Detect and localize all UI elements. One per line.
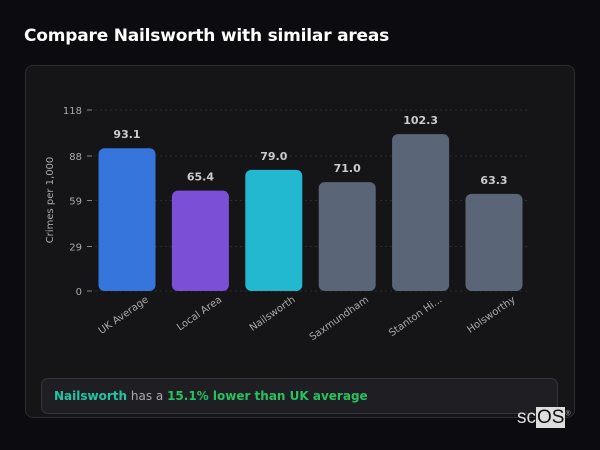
x-tick-label: Saxmundham (308, 294, 371, 343)
y-tick-label: 118 (63, 106, 82, 117)
data-label: 71.0 (334, 162, 361, 175)
bar (318, 182, 376, 291)
y-tick-label: 59 (69, 197, 82, 208)
y-axis-label: Crimes per 1,000 (45, 157, 56, 244)
x-tick-label: UK Average (97, 294, 151, 336)
callout-text: has a (127, 389, 168, 403)
area-name: Nailsworth (54, 389, 128, 403)
data-label: 102.3 (403, 114, 438, 127)
bar (98, 148, 156, 291)
y-tick-label: 29 (69, 243, 82, 254)
bar (465, 193, 523, 291)
data-label: 63.3 (480, 174, 507, 187)
y-tick-label: 0 (76, 287, 82, 298)
data-label: 93.1 (113, 128, 140, 141)
watermark-logo: scOS® (517, 407, 571, 428)
x-tick-label: Local Area (175, 294, 224, 333)
x-tick-label: Nailsworth (248, 294, 298, 333)
comparison-value: 15.1% lower than UK average (167, 389, 368, 403)
bar (392, 134, 450, 291)
y-tick-label: 88 (69, 152, 82, 163)
x-tick-label: Stanton Hi... (387, 294, 444, 339)
comparison-callout: Nailsworth has a 15.1% lower than UK ave… (41, 378, 558, 414)
data-label: 79.0 (260, 150, 287, 163)
bar (245, 169, 303, 291)
bar (171, 190, 229, 291)
data-label: 65.4 (187, 171, 214, 184)
x-tick-label: Holsworthy (465, 294, 517, 335)
page-title: Compare Nailsworth with similar areas (24, 26, 390, 46)
